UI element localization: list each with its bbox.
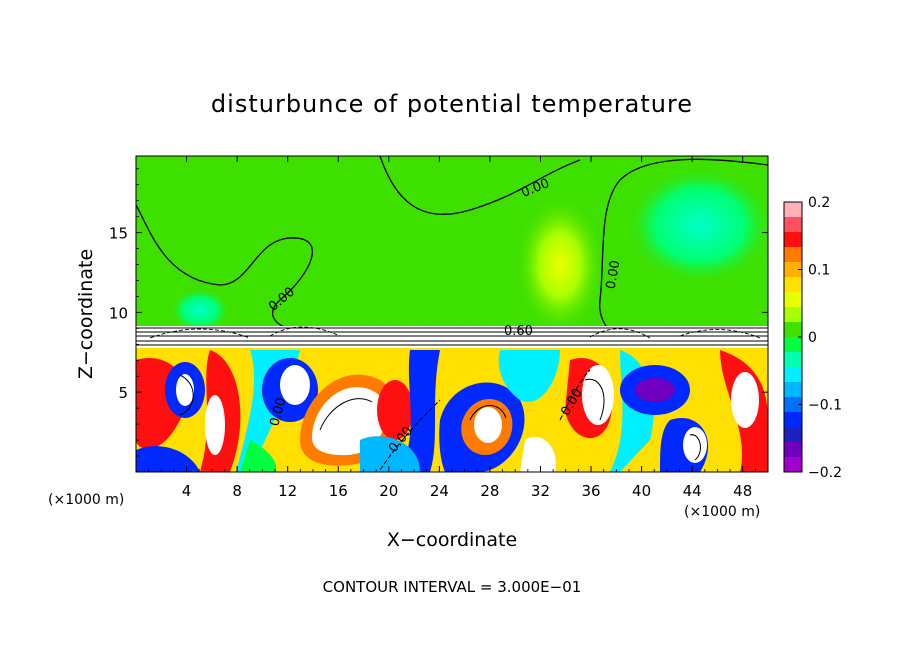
colorbar-tick-label: −0.1 bbox=[808, 398, 842, 414]
contour-interval-note: CONTOUR INTERVAL = 3.000E−01 bbox=[323, 578, 582, 596]
colorbar-swatch bbox=[784, 247, 802, 263]
colorbar-swatch bbox=[784, 352, 802, 368]
interface-dashed bbox=[149, 326, 761, 339]
colorbar-swatch bbox=[784, 337, 802, 353]
x-tick-label: 36 bbox=[581, 482, 600, 500]
colorbar-swatch bbox=[784, 457, 802, 473]
interface-contours bbox=[136, 327, 768, 346]
colorbar-swatch bbox=[784, 382, 802, 398]
contour-zero-left bbox=[136, 204, 314, 331]
colorbar-tick-label: 0.2 bbox=[808, 195, 830, 211]
y-tick-label: 10 bbox=[109, 304, 128, 322]
contour-label: 0.00 bbox=[604, 259, 624, 290]
x-axis-label: X−coordinate bbox=[387, 529, 517, 551]
colorbar bbox=[783, 201, 803, 473]
colorbar-swatch bbox=[784, 202, 802, 218]
x-tick-label: 12 bbox=[278, 482, 297, 500]
x-axis-unit-left: (×1000 m) bbox=[48, 492, 124, 508]
colorbar-swatch bbox=[784, 397, 802, 413]
colorbar-tick-label: 0 bbox=[808, 330, 817, 346]
x-tick-label: 32 bbox=[531, 482, 550, 500]
x-tick-label: 4 bbox=[182, 482, 192, 500]
x-axis: 4 8 12 16 20 24 28 32 36 40 44 48 bbox=[148, 156, 756, 500]
turbulent-eddies bbox=[136, 350, 768, 472]
x-tick-label: 48 bbox=[733, 482, 752, 500]
cool-anomaly-left bbox=[170, 288, 230, 332]
y-axis-label: Z−coordinate bbox=[75, 249, 97, 379]
colorbar-swatch bbox=[784, 322, 802, 338]
x-tick-label: 28 bbox=[480, 482, 499, 500]
colorbar-ticks: 0.2 0.1 0 −0.1 −0.2 bbox=[798, 195, 842, 481]
cool-anomaly-upper bbox=[625, 165, 768, 285]
warm-anomaly-upper bbox=[515, 195, 605, 335]
colorbar-swatch bbox=[784, 217, 802, 233]
x-tick-label: 16 bbox=[329, 482, 348, 500]
colorbar-swatch bbox=[784, 292, 802, 308]
y-axis: 5 10 15 bbox=[109, 168, 768, 457]
colorbar-swatch bbox=[784, 277, 802, 293]
colorbar-swatch bbox=[784, 367, 802, 383]
contour-label: 0.60 bbox=[504, 324, 533, 339]
contour-zero-right bbox=[599, 158, 768, 333]
contour-label: 0.00 bbox=[267, 396, 289, 428]
x-tick-label: 24 bbox=[430, 482, 449, 500]
x-tick-label: 40 bbox=[632, 482, 651, 500]
colorbar-swatch bbox=[784, 442, 802, 458]
colorbar-swatch bbox=[784, 307, 802, 323]
plot-field bbox=[136, 156, 768, 472]
interface-band bbox=[136, 326, 768, 348]
colorbar-tick-label: 0.1 bbox=[808, 263, 830, 279]
x-tick-label: 20 bbox=[379, 482, 398, 500]
colorbar-swatch bbox=[784, 232, 802, 248]
chart-title: disturbunce of potential temperature bbox=[211, 90, 693, 118]
colorbar-swatch bbox=[784, 412, 802, 428]
y-tick-label: 5 bbox=[118, 384, 128, 402]
x-axis-unit-right: (×1000 m) bbox=[684, 504, 760, 520]
colorbar-swatch bbox=[784, 262, 802, 278]
colorbar-tick-label: −0.2 bbox=[808, 465, 842, 481]
lower-contours bbox=[179, 369, 701, 471]
contour-zero-top bbox=[379, 156, 581, 215]
x-tick-label: 44 bbox=[683, 482, 702, 500]
y-tick-label: 15 bbox=[109, 225, 128, 243]
colorbar-swatch bbox=[784, 427, 802, 443]
x-tick-label: 8 bbox=[232, 482, 242, 500]
